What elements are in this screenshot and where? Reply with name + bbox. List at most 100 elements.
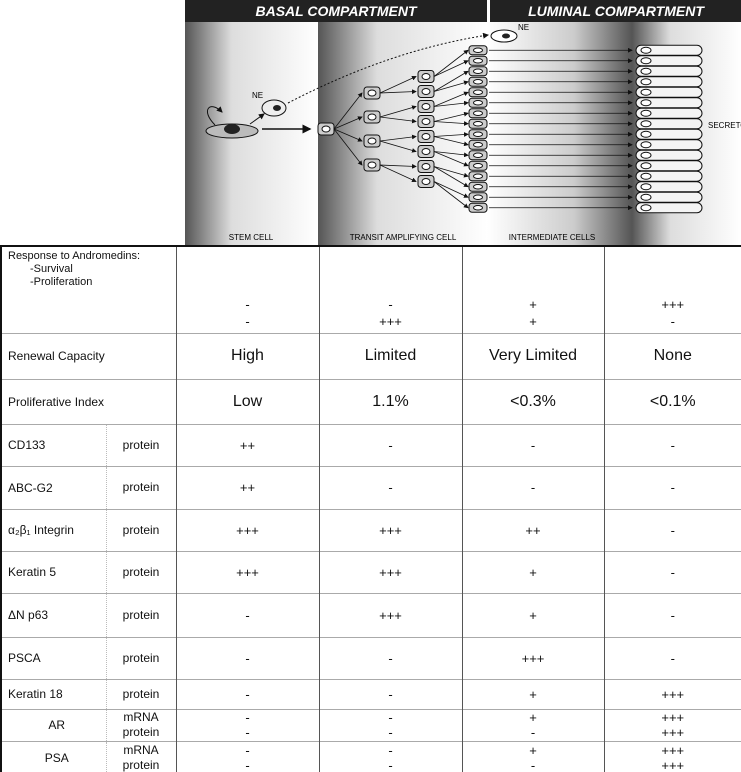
nucleus [422, 179, 430, 185]
cell: - [604, 637, 741, 679]
table-row: Proliferative IndexLow1.1%<0.3%<0.1% [1, 379, 741, 424]
row-label: PSA [1, 741, 106, 772]
cell-value: - [463, 725, 604, 740]
sub-label: protein [106, 466, 176, 509]
sub-text: protein [107, 725, 176, 740]
row-label: α₂β₁ Integrin [1, 509, 106, 551]
panel [487, 22, 632, 245]
nucleus [641, 47, 651, 53]
nucleus [368, 90, 376, 96]
cell: +++ [319, 593, 462, 637]
cell-value: + [463, 296, 604, 313]
cell-value: - [177, 743, 319, 758]
compartment-label: BASAL COMPARTMENT [256, 3, 418, 19]
cell: -+++ [319, 246, 462, 333]
row-label: CD133 [1, 424, 106, 466]
sub-label: protein [106, 509, 176, 551]
cell: 1.1% [319, 379, 462, 424]
cell-value: ++ [177, 438, 319, 453]
cell: +- [462, 709, 604, 741]
table-row: CD133protein++--- [1, 424, 741, 466]
cell-value: +++ [605, 758, 741, 772]
nucleus [368, 138, 376, 144]
nucleus [422, 119, 430, 125]
nucleus [422, 89, 430, 95]
compartment-label: LUMINAL COMPARTMENT [528, 3, 705, 19]
row-label: Keratin 18 [1, 679, 106, 709]
cell-value: + [463, 608, 604, 623]
row-label: Response to Andromedins:-Survival-Prolif… [1, 246, 176, 333]
nucleus [422, 104, 430, 110]
nucleus [273, 105, 281, 111]
nucleus [641, 184, 651, 190]
table-row: Keratin 18protein--++++ [1, 679, 741, 709]
cell-value: + [463, 687, 604, 702]
cell-value: - [177, 687, 319, 702]
cell: +++- [604, 246, 741, 333]
table-row: PSCAprotein--+++- [1, 637, 741, 679]
row-label: PSCA [1, 637, 106, 679]
sub-text: protein [107, 687, 176, 702]
cell: - [176, 679, 319, 709]
cell-value: - [177, 710, 319, 725]
cell: Limited [319, 333, 462, 379]
nucleus [474, 185, 483, 190]
sub-label: protein [106, 593, 176, 637]
cell-value: +++ [320, 608, 462, 623]
sub-label: protein [106, 637, 176, 679]
cell-value: - [320, 296, 462, 313]
nucleus [474, 143, 483, 148]
cell-value: - [320, 710, 462, 725]
cell-value: - [320, 687, 462, 702]
ne-label: NE [518, 23, 529, 32]
nucleus [422, 134, 430, 140]
cell-label: TRANSIT AMPLIFYING CELL [350, 233, 457, 242]
nucleus [641, 131, 651, 137]
table: Response to Andromedins:-Survival-Prolif… [0, 245, 741, 772]
cell: + [462, 551, 604, 593]
nucleus [474, 80, 483, 85]
nucleus [641, 89, 651, 95]
cell: + [462, 593, 604, 637]
table-row: Response to Andromedins:-Survival-Prolif… [1, 246, 741, 333]
cell-value: + [463, 710, 604, 725]
cell: - [462, 424, 604, 466]
response-item: -Proliferation [8, 276, 176, 289]
cell-value: + [463, 565, 604, 580]
cell-value: - [605, 313, 741, 330]
nucleus [474, 69, 483, 74]
sub-label: mRNAprotein [106, 709, 176, 741]
nucleus [474, 164, 483, 169]
nucleus [641, 68, 651, 74]
cell: +++ [319, 551, 462, 593]
cell-value: - [177, 758, 319, 772]
cell: +++ [176, 509, 319, 551]
nucleus [474, 153, 483, 158]
cell-value: - [463, 438, 604, 453]
cell-value: - [320, 480, 462, 495]
ne-label: NE [252, 91, 263, 100]
nucleus [641, 163, 651, 169]
cell: -- [319, 741, 462, 772]
cell-label: SECRETORY LUMINAL CELLS [708, 121, 741, 130]
nucleus [368, 162, 376, 168]
nucleus [641, 173, 651, 179]
cell-value: - [320, 743, 462, 758]
table-row: ΔN p63protein-++++- [1, 593, 741, 637]
cell-value: - [177, 313, 319, 330]
response-title: Response to Andromedins: [8, 250, 176, 263]
cell: -- [176, 741, 319, 772]
sub-text: protein [107, 758, 176, 772]
nucleus [641, 142, 651, 148]
sub-label: protein [106, 424, 176, 466]
nucleus [641, 194, 651, 200]
cell-value: - [320, 725, 462, 740]
table-row: PSAmRNAprotein----+-++++++ [1, 741, 741, 772]
cell-value: - [605, 480, 741, 495]
diagram: BASAL COMPARTMENT LUMINAL COMPARTMENT NE… [0, 0, 741, 245]
cell-label: INTERMEDIATE CELLS [509, 233, 596, 242]
cell: - [604, 509, 741, 551]
